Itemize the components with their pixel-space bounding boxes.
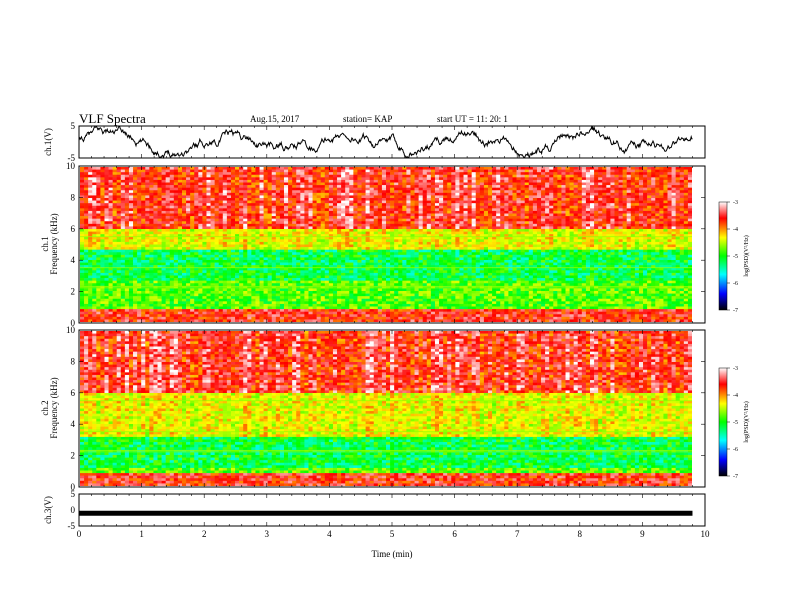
ch2-spectrogram <box>80 331 692 486</box>
colorbar-tick-label: -3 <box>733 366 738 372</box>
colorbar-tick-label: -5 <box>733 420 738 426</box>
ch3-waveform-ylabel: ch.3(V) <box>43 496 53 524</box>
colorbar-tick-label: -6 <box>733 447 738 453</box>
y-tick-label: 5 <box>71 121 76 131</box>
y-tick-label: 2 <box>71 451 76 461</box>
x-tick-label: 0 <box>77 529 82 539</box>
ch3-waveform-frame <box>78 493 706 527</box>
ch1-spectrogram <box>80 167 692 322</box>
ch1-waveform <box>78 125 693 159</box>
x-tick-label: 1 <box>139 529 144 539</box>
x-tick-label: 2 <box>202 529 207 539</box>
ch1-colorbar-label: log(PSD)(V²/Hz) <box>743 235 750 276</box>
colorbar-tick-label: -4 <box>733 393 738 399</box>
start-ut-label: start UT = 11: 20: 1 <box>437 114 508 124</box>
x-axis-label: Time (min) <box>372 549 413 559</box>
y-tick-label: 10 <box>66 161 76 171</box>
y-tick-label: 10 <box>66 325 76 335</box>
y-tick-label: 8 <box>71 356 76 366</box>
x-tick-label: 8 <box>578 529 583 539</box>
y-tick-label: 4 <box>71 419 76 429</box>
y-tick-label: 6 <box>71 224 76 234</box>
y-tick-label: 8 <box>71 192 76 202</box>
y-tick-label: 0 <box>71 505 76 515</box>
ch2-spectrogram-ylabel-frequency: Frequency (kHz) <box>49 377 59 438</box>
y-tick-label: -5 <box>68 153 76 163</box>
x-tick-label: 9 <box>640 529 645 539</box>
x-tick-label: 10 <box>701 529 711 539</box>
ch1-colorbar: -3 -4 -5 -6 -7 log(PSD)(V²/Hz) <box>718 200 750 314</box>
x-tick-label: 3 <box>265 529 270 539</box>
colorbar-tick-label: -7 <box>733 474 738 480</box>
colorbar-tick-label: -4 <box>733 227 738 233</box>
y-tick-label: 6 <box>71 388 76 398</box>
ch1-waveform-trace <box>78 125 693 159</box>
station-label: station= KAP <box>343 114 393 124</box>
ch1-waveform-ylabel: ch.1(V) <box>43 128 53 156</box>
y-tick-label: 0 <box>71 482 76 492</box>
ch1-spectrogram-ylabel-frequency: Frequency (kHz) <box>49 213 59 274</box>
ch2-spectrogram-ylabel-channel: ch.2 <box>40 400 50 415</box>
y-tick-label: -5 <box>68 521 76 531</box>
ch2-colorbar: -3 -4 -5 -6 -7 log(PSD)(V²/Hz) <box>718 366 750 480</box>
x-tick-label: 6 <box>452 529 457 539</box>
colorbar-tick-label: -3 <box>733 200 738 206</box>
y-tick-label: 4 <box>71 255 76 265</box>
colorbar-tick-label: -5 <box>733 254 738 260</box>
colorbar-tick-label: -6 <box>733 281 738 287</box>
colorbar-tick-label: -7 <box>733 308 738 314</box>
y-tick-label: 0 <box>71 318 76 328</box>
x-tick-label: 5 <box>390 529 395 539</box>
ch1-spectrogram-ylabel-channel: ch.1 <box>40 236 50 251</box>
ch2-colorbar-label: log(PSD)(V²/Hz) <box>743 401 750 442</box>
y-tick-label: 2 <box>71 287 76 297</box>
x-tick-label: 7 <box>515 529 520 539</box>
x-tick-label: 4 <box>327 529 332 539</box>
date-label: Aug.15, 2017 <box>250 114 300 124</box>
figure-title: VLF Spectra <box>79 111 146 126</box>
y-tick-label: 5 <box>71 489 76 499</box>
